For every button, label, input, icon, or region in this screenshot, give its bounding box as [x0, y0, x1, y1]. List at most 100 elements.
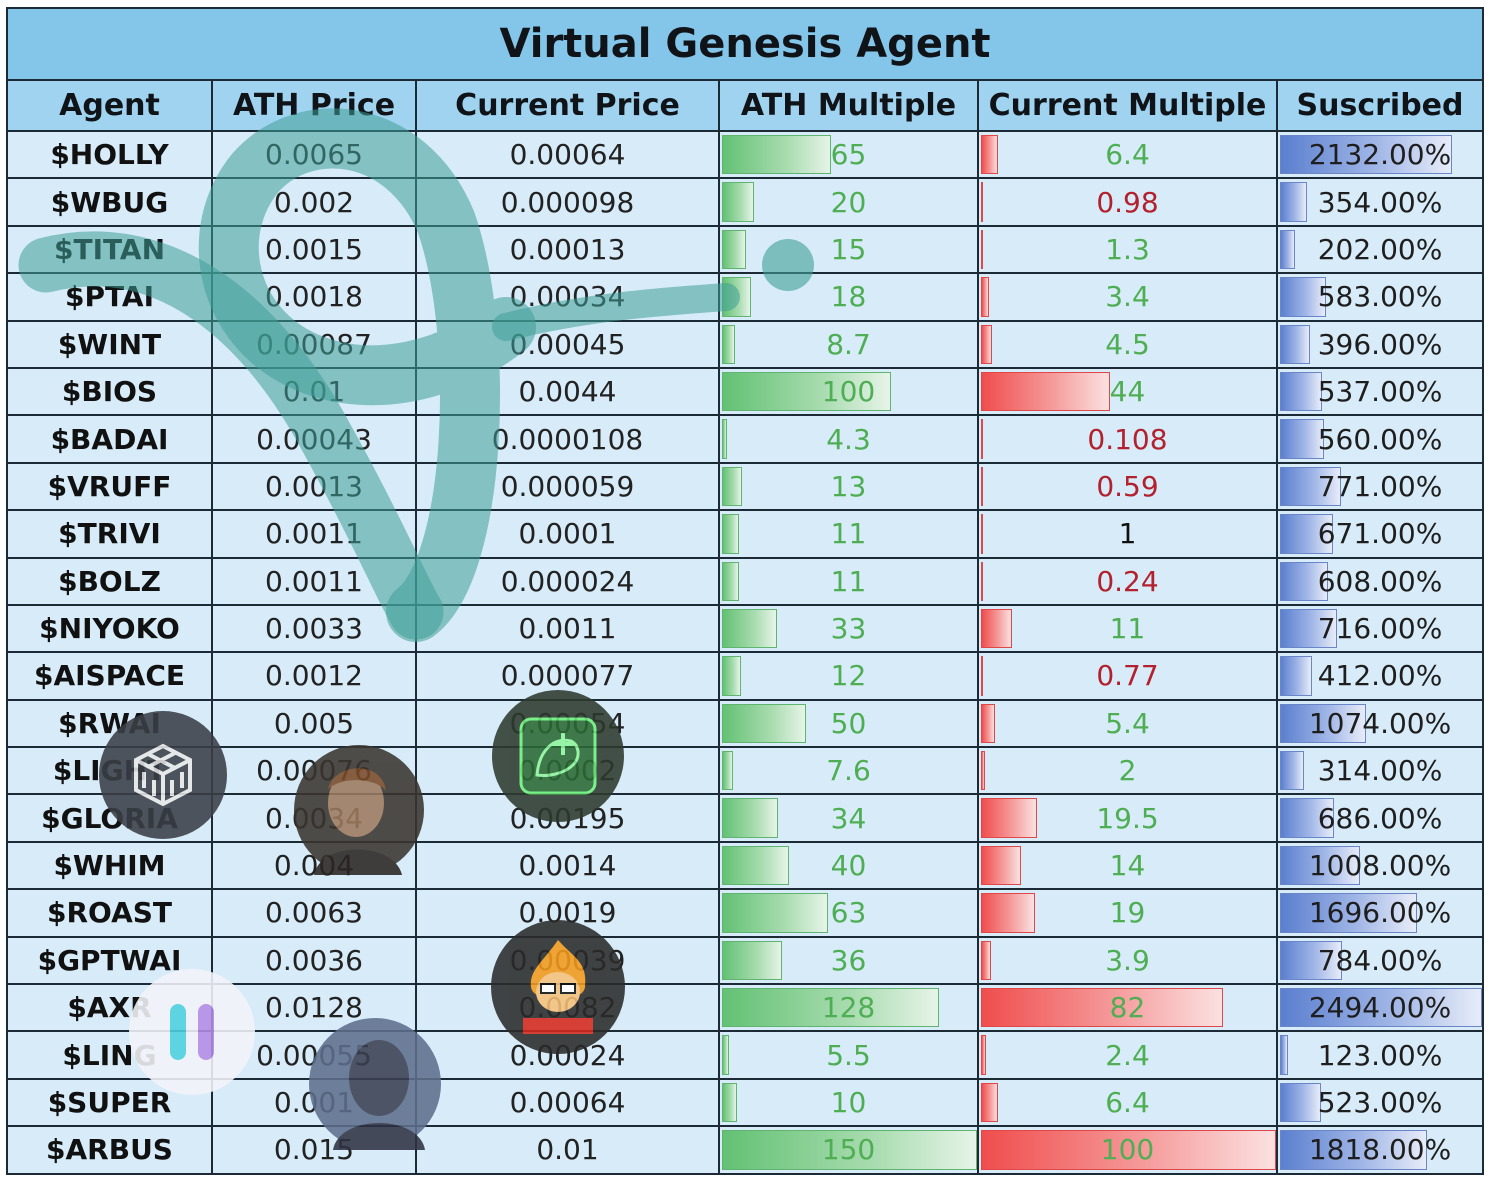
ath-multiple-bar [722, 277, 751, 317]
subscribed-bar [1280, 135, 1453, 175]
ath-multiple-cell-label: 11 [830, 564, 867, 598]
agent-name-cell: $GPTWAI [6, 935, 213, 986]
ath-multiple-cell: 65 [718, 129, 979, 180]
ath-multiple-bar [722, 1035, 730, 1075]
table-row: $AISPACE 0.0012 0.000077 12 0.77 412.00% [6, 651, 1485, 701]
current-multiple-bar [981, 561, 983, 601]
current-multiple-bar [981, 371, 1110, 412]
subscribed-cell: 771.00% [1275, 461, 1485, 512]
ath-multiple-cell-label: 4.3 [826, 422, 871, 456]
current-multiple-cell-label: 1 [1118, 517, 1137, 551]
current-multiple-bar [981, 466, 983, 507]
subscribed-cell-label: 202.00% [1317, 232, 1443, 266]
ath-multiple-cell-label: 33 [830, 612, 867, 646]
current-multiple-cell-label: 0.77 [1096, 659, 1159, 693]
current-multiple-cell: 44 [977, 366, 1278, 417]
subscribed-cell-label: 1696.00% [1308, 896, 1452, 930]
subscribed-cell: 523.00% [1275, 1077, 1485, 1128]
ath-multiple-bar [722, 656, 741, 696]
subscribed-bar [1280, 845, 1361, 886]
subscribed-bar [1280, 608, 1337, 649]
fire-character-avatar-icon [491, 920, 625, 1054]
subscribed-cell: 314.00% [1275, 746, 1485, 796]
ath-multiple-bar [722, 798, 779, 838]
current-multiple-bar [981, 656, 983, 696]
ath-multiple-bar [722, 1130, 976, 1170]
ath-price-cell: 0.0036 [211, 935, 417, 986]
table-row: $TITAN 0.0015 0.00013 15 1.3 202.00% [6, 224, 1485, 275]
current-multiple-cell: 2.4 [977, 1030, 1278, 1080]
current-multiple-bar [981, 514, 983, 554]
table-row: $BOLZ 0.0011 0.000024 11 0.24 608.00% [6, 556, 1485, 606]
current-price-cell: 0.0014 [415, 840, 720, 891]
subscribed-cell-label: 412.00% [1317, 659, 1443, 693]
ath-price-cell: 0.01 [211, 366, 417, 417]
current-multiple-cell-label: 2.4 [1105, 1038, 1150, 1072]
current-price-cell: 0.00045 [415, 319, 720, 369]
ath-price-cell: 0.0012 [211, 651, 417, 701]
current-multiple-bar [981, 798, 1037, 838]
subscribed-cell-label: 583.00% [1317, 280, 1443, 314]
current-multiple-cell-label: 100 [1100, 1133, 1155, 1167]
current-multiple-cell: 19 [977, 888, 1278, 938]
ath-price-cell: 0.0013 [211, 461, 417, 512]
current-multiple-cell-label: 11 [1109, 612, 1146, 646]
ath-multiple-cell: 33 [718, 603, 979, 654]
ath-multiple-cell: 5.5 [718, 1030, 979, 1080]
green-rat-avatar-icon [492, 690, 624, 822]
current-multiple-bar [981, 988, 1223, 1028]
ath-multiple-cell: 40 [718, 840, 979, 891]
subscribed-cell-label: 671.00% [1317, 517, 1443, 551]
ath-multiple-cell-label: 12 [830, 659, 867, 693]
shadow-avatar-icon [309, 1018, 441, 1150]
current-price-cell: 0.00013 [415, 224, 720, 275]
current-multiple-cell: 82 [977, 983, 1278, 1033]
subscribed-cell: 202.00% [1275, 224, 1485, 275]
subscribed-cell: 396.00% [1275, 319, 1485, 369]
subscribed-cell: 560.00% [1275, 414, 1485, 464]
ath-price-cell: 0.00043 [211, 414, 417, 464]
agent-name-cell: $BADAI [6, 414, 213, 464]
subscribed-cell-label: 354.00% [1317, 185, 1443, 219]
ath-multiple-cell: 34 [718, 793, 979, 843]
subscribed-bar [1280, 1082, 1321, 1123]
current-multiple-cell-label: 2 [1118, 754, 1137, 788]
subscribed-cell: 1696.00% [1275, 888, 1485, 938]
current-multiple-cell-label: 0.98 [1096, 185, 1159, 219]
subscribed-cell-label: 523.00% [1317, 1086, 1443, 1119]
header-current-multiple: Current Multiple [977, 79, 1278, 132]
table-row: $HOLLY 0.0065 0.00064 65 6.4 2132.00% [6, 129, 1485, 180]
subscribed-bar [1280, 751, 1304, 791]
table-row: $NIYOKO 0.0033 0.0011 33 11 716.00% [6, 603, 1485, 654]
current-price-cell: 0.00064 [415, 129, 720, 180]
ath-price-cell: 0.0015 [211, 224, 417, 275]
ath-multiple-bar [722, 371, 892, 412]
subscribed-cell: 537.00% [1275, 366, 1485, 417]
ath-multiple-cell-label: 128 [821, 991, 876, 1025]
current-multiple-cell: 0.59 [977, 461, 1278, 512]
current-price-cell: 0.01 [415, 1125, 720, 1175]
table-row: $WBUG 0.002 0.000098 20 0.98 354.00% [6, 177, 1485, 227]
ath-multiple-bar [722, 561, 739, 601]
ath-price-cell: 0.0033 [211, 603, 417, 654]
ath-multiple-cell: 36 [718, 935, 979, 986]
ath-multiple-cell-label: 7.6 [826, 754, 871, 788]
current-price-cell: 0.000024 [415, 556, 720, 606]
table-row: $BADAI 0.00043 0.0000108 4.3 0.108 560.00% [6, 414, 1485, 464]
current-multiple-bar [981, 893, 1036, 933]
current-multiple-cell: 0.77 [977, 651, 1278, 701]
subscribed-cell: 784.00% [1275, 935, 1485, 986]
ath-multiple-cell: 12 [718, 651, 979, 701]
ath-multiple-bar [722, 1082, 738, 1123]
subscribed-cell-label: 686.00% [1317, 801, 1443, 835]
current-multiple-bar [981, 1130, 1275, 1170]
ath-price-cell: 0.002 [211, 177, 417, 227]
current-price-cell: 0.00064 [415, 1077, 720, 1128]
ath-multiple-bar [722, 751, 734, 791]
ath-multiple-bar [722, 940, 782, 981]
subscribed-bar [1280, 466, 1342, 507]
subscribed-bar [1280, 229, 1295, 270]
ath-multiple-bar [722, 514, 739, 554]
